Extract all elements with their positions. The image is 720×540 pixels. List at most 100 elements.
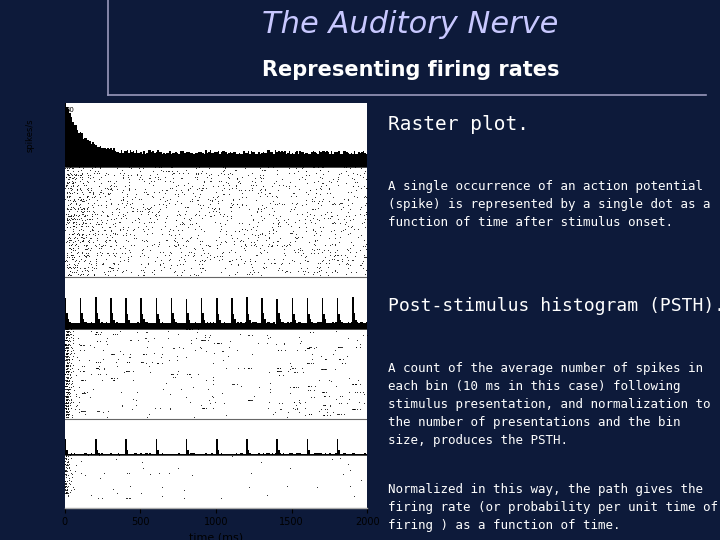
Polygon shape — [240, 453, 242, 455]
Polygon shape — [330, 154, 331, 167]
Polygon shape — [243, 151, 245, 167]
Polygon shape — [307, 298, 308, 329]
Polygon shape — [216, 152, 217, 167]
Polygon shape — [215, 454, 216, 455]
Polygon shape — [157, 450, 158, 455]
Polygon shape — [190, 153, 192, 167]
Polygon shape — [301, 152, 302, 167]
Polygon shape — [165, 323, 166, 329]
Polygon shape — [169, 323, 171, 329]
Polygon shape — [316, 153, 318, 167]
Polygon shape — [174, 454, 175, 455]
Polygon shape — [158, 152, 160, 167]
Polygon shape — [142, 154, 143, 167]
Polygon shape — [308, 450, 310, 455]
Polygon shape — [212, 152, 213, 167]
Polygon shape — [187, 450, 189, 455]
Polygon shape — [204, 154, 205, 167]
Polygon shape — [83, 139, 84, 167]
Polygon shape — [81, 454, 83, 455]
Polygon shape — [274, 322, 275, 329]
Polygon shape — [319, 322, 320, 329]
Polygon shape — [112, 313, 113, 329]
Polygon shape — [153, 454, 154, 455]
Polygon shape — [356, 153, 358, 167]
Polygon shape — [154, 153, 156, 167]
Polygon shape — [166, 454, 168, 455]
Polygon shape — [201, 454, 202, 455]
Polygon shape — [77, 322, 78, 329]
Polygon shape — [311, 454, 312, 455]
Polygon shape — [124, 454, 125, 455]
Polygon shape — [352, 298, 354, 329]
Polygon shape — [172, 313, 174, 329]
Polygon shape — [343, 151, 345, 167]
Polygon shape — [284, 151, 286, 167]
Polygon shape — [77, 130, 78, 167]
Polygon shape — [271, 323, 272, 329]
Polygon shape — [201, 298, 202, 329]
Polygon shape — [96, 313, 98, 329]
Polygon shape — [333, 322, 334, 329]
Polygon shape — [271, 152, 272, 167]
Polygon shape — [80, 454, 81, 455]
Polygon shape — [227, 323, 228, 329]
Polygon shape — [292, 298, 293, 329]
Polygon shape — [84, 454, 86, 455]
Polygon shape — [290, 154, 292, 167]
Polygon shape — [106, 148, 107, 167]
Polygon shape — [233, 152, 234, 167]
Polygon shape — [272, 152, 274, 167]
Polygon shape — [89, 323, 91, 329]
Polygon shape — [290, 454, 292, 455]
Polygon shape — [258, 453, 260, 455]
Polygon shape — [88, 323, 89, 329]
Polygon shape — [205, 150, 207, 167]
Polygon shape — [275, 323, 276, 329]
Polygon shape — [86, 454, 88, 455]
Polygon shape — [231, 298, 233, 329]
Polygon shape — [246, 297, 248, 329]
Polygon shape — [71, 453, 72, 455]
Polygon shape — [349, 322, 351, 329]
Polygon shape — [348, 322, 349, 329]
Polygon shape — [77, 454, 78, 455]
Polygon shape — [166, 153, 168, 167]
Polygon shape — [251, 151, 252, 167]
Polygon shape — [355, 320, 356, 329]
Polygon shape — [243, 454, 245, 455]
Polygon shape — [251, 323, 252, 329]
Polygon shape — [128, 153, 130, 167]
Polygon shape — [278, 151, 279, 167]
Polygon shape — [81, 313, 83, 329]
Polygon shape — [99, 454, 101, 455]
Polygon shape — [233, 314, 234, 329]
Polygon shape — [343, 323, 345, 329]
Polygon shape — [179, 154, 180, 167]
Polygon shape — [65, 298, 66, 329]
Polygon shape — [176, 323, 179, 329]
Polygon shape — [231, 454, 233, 455]
Polygon shape — [230, 152, 231, 167]
Polygon shape — [169, 151, 171, 167]
Polygon shape — [222, 454, 223, 455]
Polygon shape — [96, 450, 98, 455]
Polygon shape — [172, 454, 174, 455]
Text: A single occurrence of an action potential
(spike) is represented by a single do: A single occurrence of an action potenti… — [388, 179, 711, 228]
Text: Raster plot.: Raster plot. — [388, 115, 529, 134]
Polygon shape — [234, 319, 235, 329]
Polygon shape — [127, 150, 128, 167]
Polygon shape — [190, 453, 192, 455]
Polygon shape — [109, 149, 110, 167]
Polygon shape — [331, 322, 333, 329]
Polygon shape — [199, 454, 201, 455]
Polygon shape — [260, 323, 261, 329]
Polygon shape — [252, 322, 254, 329]
Polygon shape — [249, 154, 251, 167]
Polygon shape — [189, 152, 190, 167]
Polygon shape — [366, 154, 367, 167]
Polygon shape — [263, 313, 264, 329]
Polygon shape — [104, 454, 106, 455]
Polygon shape — [217, 151, 219, 167]
Polygon shape — [322, 454, 323, 455]
